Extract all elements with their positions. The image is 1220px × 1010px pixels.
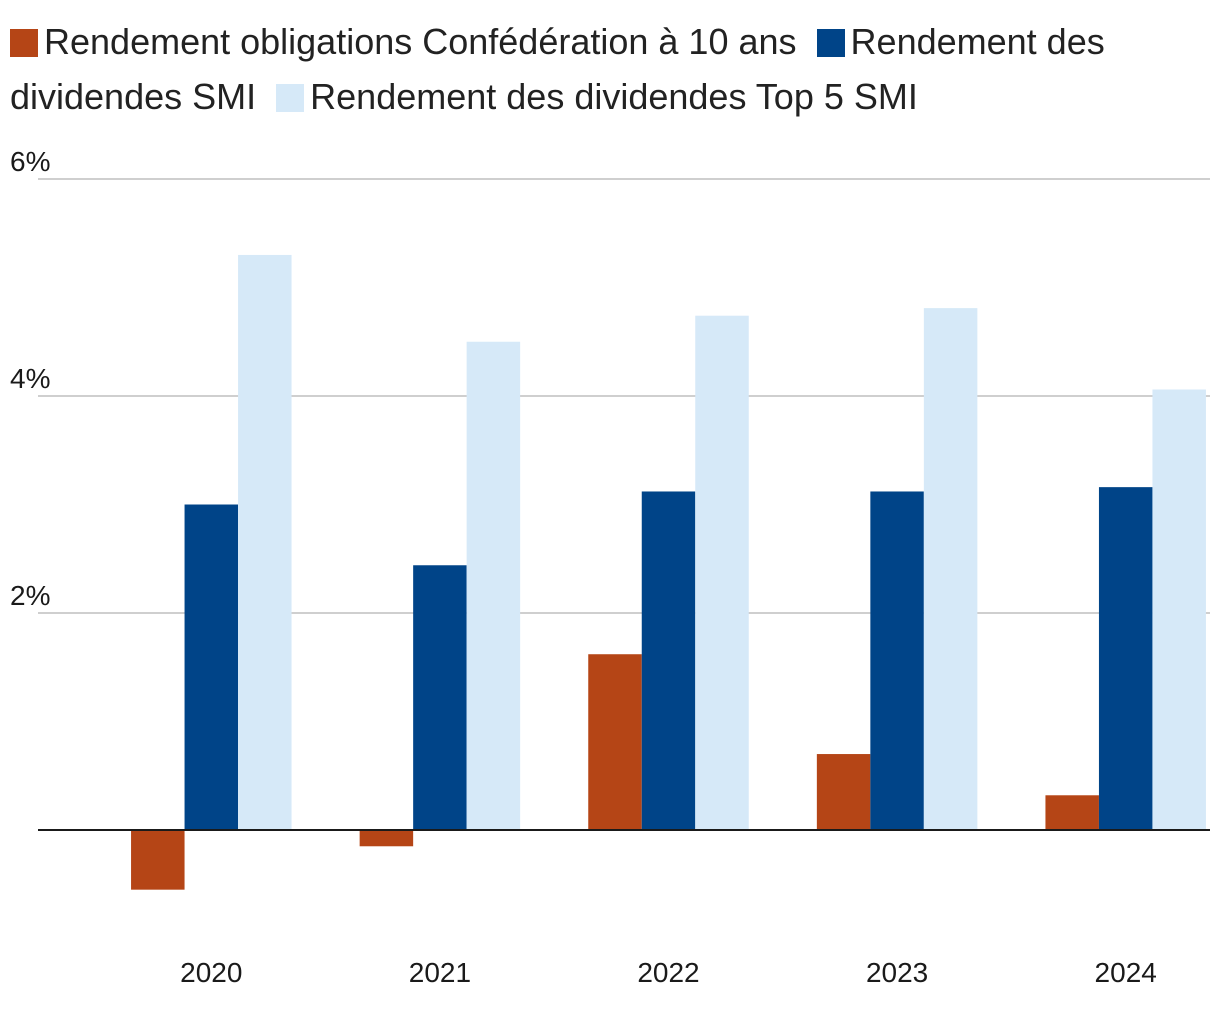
legend: Rendement obligations Confédération à 10… <box>10 14 1200 124</box>
bar-2021-series-0 <box>359 830 414 847</box>
legend-item-bonds: Rendement obligations Confédération à 10… <box>10 21 807 62</box>
x-tick-label: 2024 <box>1095 957 1157 988</box>
bar-2022-series-0 <box>588 654 642 830</box>
x-tick-label: 2023 <box>866 957 928 988</box>
bar-2023-series-2 <box>923 308 978 830</box>
bar-2020-series-1 <box>184 504 239 830</box>
legend-label-top5: Rendement des dividendes Top 5 SMI <box>310 76 918 117</box>
bar-2022-series-1 <box>641 491 696 830</box>
x-tick-label: 2021 <box>409 957 471 988</box>
bar-2024-series-0 <box>1045 795 1099 830</box>
y-tick-label: 6% <box>10 146 50 177</box>
bar-2020-series-2 <box>238 254 292 830</box>
legend-label-smi: Rendement des dividendes SMI <box>10 21 1105 117</box>
y-tick-label: 2% <box>10 580 50 611</box>
bar-2022-series-2 <box>695 315 749 831</box>
legend-swatch-smi <box>816 29 845 57</box>
bar-2021-series-1 <box>413 565 467 830</box>
legend-item-top5: Rendement des dividendes Top 5 SMI <box>276 76 918 117</box>
bar-2023-series-1 <box>870 491 924 830</box>
x-tick-label: 2022 <box>637 957 699 988</box>
legend-label-bonds: Rendement obligations Confédération à 10… <box>44 21 797 62</box>
y-tick-label: 4% <box>10 363 50 394</box>
bar-2024-series-2 <box>1152 389 1206 830</box>
bar-2021-series-2 <box>466 341 521 830</box>
bar-2020-series-0 <box>131 830 185 890</box>
bar-2024-series-1 <box>1098 487 1153 830</box>
legend-item-smi: Rendement des dividendes SMI <box>10 21 1105 117</box>
x-tick-label: 2020 <box>180 957 242 988</box>
legend-swatch-bonds <box>10 29 38 57</box>
legend-swatch-top5 <box>276 84 305 112</box>
bar-2023-series-0 <box>816 754 871 830</box>
